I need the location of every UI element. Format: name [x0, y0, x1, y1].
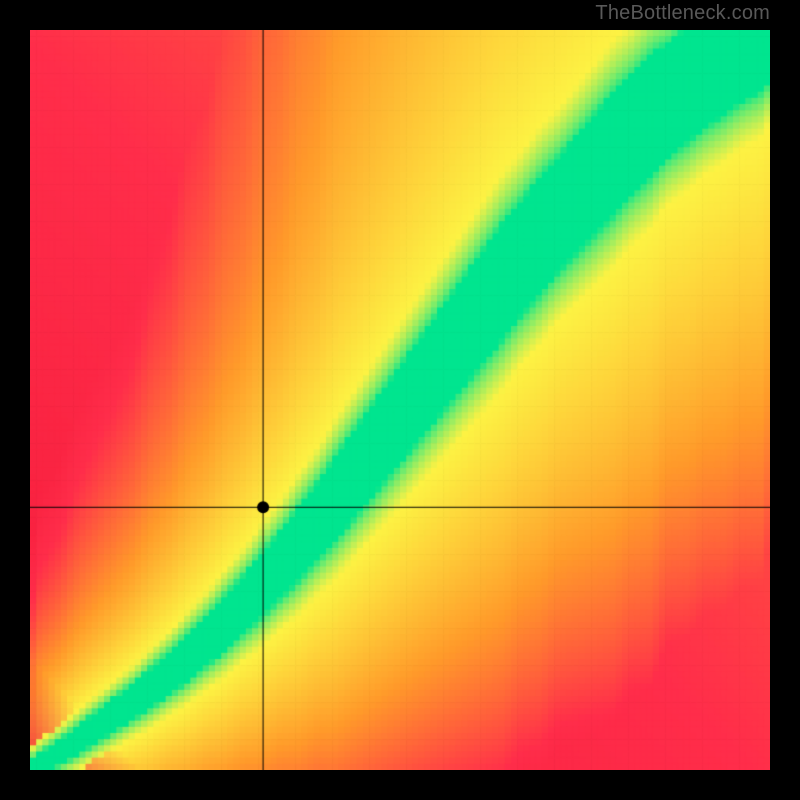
chart-container: { "watermark": "TheBottleneck.com", "lay… — [0, 0, 800, 800]
bottleneck-heatmap — [30, 30, 770, 770]
watermark-text: TheBottleneck.com — [595, 2, 770, 25]
